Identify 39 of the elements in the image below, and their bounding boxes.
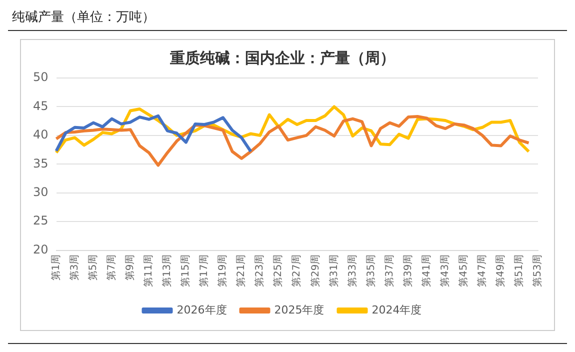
y-tick-label: 50 (32, 70, 48, 84)
x-tick-label: 第3周 (68, 254, 80, 281)
y-tick-label: 25 (32, 214, 48, 228)
x-tick-label: 第29周 (309, 254, 322, 288)
x-tick-label: 第11周 (142, 254, 155, 288)
legend-label: 2025年度 (274, 303, 324, 316)
x-tick-label: 第19周 (216, 254, 229, 288)
x-tick-label: 第35周 (364, 254, 377, 288)
x-tick-label: 第53周 (532, 254, 544, 288)
x-tick-label: 第37周 (383, 254, 396, 288)
x-tick-label: 第1周 (50, 254, 62, 281)
x-tick-label: 第43周 (438, 254, 451, 288)
x-tick-label: 第45周 (457, 254, 470, 288)
y-tick-label: 20 (32, 242, 48, 256)
x-tick-label: 第51周 (513, 254, 526, 288)
x-tick-label: 第27周 (290, 254, 303, 288)
x-tick-label: 第15周 (180, 254, 192, 288)
x-tick-label: 第5周 (86, 254, 99, 281)
legend-label: 2026年度 (176, 303, 227, 316)
y-tick-label: 40 (32, 128, 48, 142)
x-tick-label: 第39周 (402, 254, 414, 288)
y-tick-label: 30 (32, 184, 48, 199)
x-tick-label: 第13周 (161, 254, 174, 288)
x-tick-label: 第25周 (272, 254, 284, 288)
x-tick-label: 第17周 (198, 254, 210, 288)
x-tick-label: 第33周 (346, 254, 358, 288)
y-tick-label: 35 (32, 156, 48, 170)
x-tick-label: 第49周 (494, 254, 507, 288)
x-tick-label: 第23周 (254, 254, 266, 288)
x-tick-label: 第9周 (124, 254, 136, 281)
x-tick-label: 第41周 (420, 254, 432, 288)
chart-title: 重质纯碱：国内企业：产量（周） (169, 48, 395, 67)
legend-label: 2024年度 (372, 303, 422, 316)
y-tick-label: 45 (32, 98, 48, 113)
x-tick-label: 第31周 (328, 254, 340, 288)
x-tick-label: 第21周 (235, 254, 248, 288)
x-tick-label: 第47周 (476, 254, 488, 288)
chart-subtitle: 纯碱产量（单位：万吨） (8, 8, 567, 31)
x-tick-label: 第7周 (105, 254, 118, 281)
